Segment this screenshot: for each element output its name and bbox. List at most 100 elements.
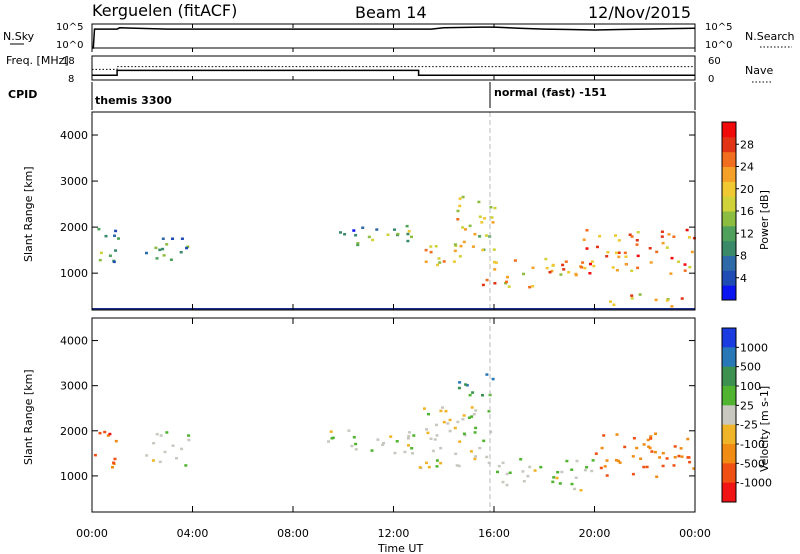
ytick-label: 2000: [60, 221, 88, 234]
heatmap-cell: [456, 209, 460, 213]
heatmap-cell: [470, 406, 474, 409]
heatmap-cell: [487, 410, 491, 413]
heatmap-cell: [489, 430, 493, 434]
heatmap-cell: [347, 429, 351, 432]
heatmap-cell: [343, 233, 347, 236]
heatmap-cell: [354, 442, 358, 446]
heatmap-cell: [356, 243, 360, 247]
heatmap-cell: [617, 239, 621, 242]
heatmap-cell: [492, 248, 496, 251]
heatmap-cell: [615, 269, 619, 272]
heatmap-cell: [559, 273, 563, 276]
heatmap-cell: [471, 245, 475, 248]
heatmap-cell: [327, 440, 330, 443]
heatmap-cell: [329, 430, 333, 433]
heatmap-cell: [493, 268, 497, 271]
heatmap-cell: [456, 420, 460, 424]
heatmap-cell: [442, 420, 446, 424]
colorbar-tick-label: 12: [740, 227, 754, 240]
freq-right-tick-bottom: 0: [708, 74, 714, 85]
heatmap-cell: [585, 466, 589, 469]
heatmap-cell: [680, 297, 684, 300]
heatmap-cell: [635, 446, 639, 450]
heatmap-cell: [673, 445, 677, 448]
heatmap-cell: [458, 197, 462, 200]
heatmap-cell: [113, 457, 117, 461]
colorbar-swatch: [722, 386, 736, 406]
heatmap-cell: [531, 266, 535, 269]
heatmap-cell: [356, 242, 360, 245]
heatmap-cell: [473, 232, 477, 236]
colorbar-swatch: [722, 225, 736, 242]
heatmap-cell: [673, 456, 677, 459]
heatmap-cell: [505, 483, 509, 487]
heatmap-cell: [654, 298, 658, 302]
cpid-segment-1: normal (fast) -151: [494, 86, 607, 99]
heatmap-cell: [570, 482, 574, 486]
heatmap-cell: [677, 260, 681, 263]
heatmap-cell: [393, 228, 396, 231]
power-ylabel: Slant Range [km]: [22, 166, 35, 262]
heatmap-cell: [171, 237, 174, 240]
heatmap-cell: [670, 305, 674, 308]
heatmap-cell: [522, 272, 525, 276]
heatmap-cell: [352, 229, 356, 232]
heatmap-cell: [406, 437, 410, 440]
power-colorbar-label: Power [dB]: [758, 190, 771, 250]
colorbar-tick-label: 8: [740, 250, 747, 263]
heatmap-cell: [478, 215, 482, 218]
noise-right-tick-bottom: 10^0: [705, 40, 732, 51]
heatmap-cell: [670, 256, 674, 260]
heatmap-cell: [331, 436, 335, 440]
heatmap-cell: [453, 243, 457, 246]
heatmap-cell: [692, 467, 696, 470]
colorbar-swatch: [722, 166, 736, 182]
heatmap-cell: [441, 406, 444, 409]
heatmap-cell: [631, 455, 635, 458]
heatmap-cell: [647, 445, 651, 448]
heatmap-cell: [585, 229, 589, 232]
colorbar-tick-label: 25: [740, 399, 754, 412]
heatmap-cell: [592, 264, 596, 268]
heatmap-cell: [458, 381, 462, 384]
heatmap-cell: [411, 452, 414, 455]
heatmap-cell: [169, 258, 173, 261]
heatmap-cell: [570, 468, 574, 471]
heatmap-cell: [609, 300, 612, 303]
heatmap-cell: [482, 439, 486, 443]
heatmap-cell: [630, 294, 634, 297]
freq-line-1: [92, 66, 695, 70]
heatmap-cell: [669, 272, 673, 275]
heatmap-cell: [677, 454, 681, 458]
cpid-label: CPID: [8, 88, 37, 101]
heatmap-cell: [435, 434, 439, 437]
heatmap-cell: [474, 426, 478, 430]
heatmap-cell: [688, 460, 692, 464]
heatmap-cell: [375, 228, 379, 231]
heatmap-cell: [624, 255, 628, 258]
heatmap-cell: [617, 255, 621, 259]
time-tick-label: 20:00: [579, 527, 611, 540]
colorbar-swatch: [722, 240, 736, 256]
heatmap-cell: [672, 235, 676, 238]
heatmap-cell: [106, 434, 110, 437]
heatmap-cell: [555, 476, 559, 480]
heatmap-cell: [615, 433, 619, 436]
heatmap-cell: [484, 234, 488, 237]
heatmap-cell: [686, 437, 690, 441]
heatmap-cell: [605, 459, 609, 462]
heatmap-cell: [485, 455, 489, 459]
heatmap-cell: [464, 228, 467, 231]
heatmap-cell: [648, 247, 652, 250]
velocity-frame: [91, 317, 696, 513]
heatmap-cell: [478, 235, 482, 238]
heatmap-cell: [162, 254, 166, 257]
heatmap-cell: [435, 465, 439, 468]
heatmap-cell: [602, 434, 606, 437]
heatmap-cell: [630, 269, 634, 273]
colorbar-tick-label: -1000: [740, 477, 772, 490]
noise-left-tick-top: 10^5: [56, 22, 83, 33]
heatmap-cell: [636, 254, 640, 258]
heatmap-cell: [367, 235, 371, 239]
beam-title: Beam 14: [355, 3, 427, 22]
